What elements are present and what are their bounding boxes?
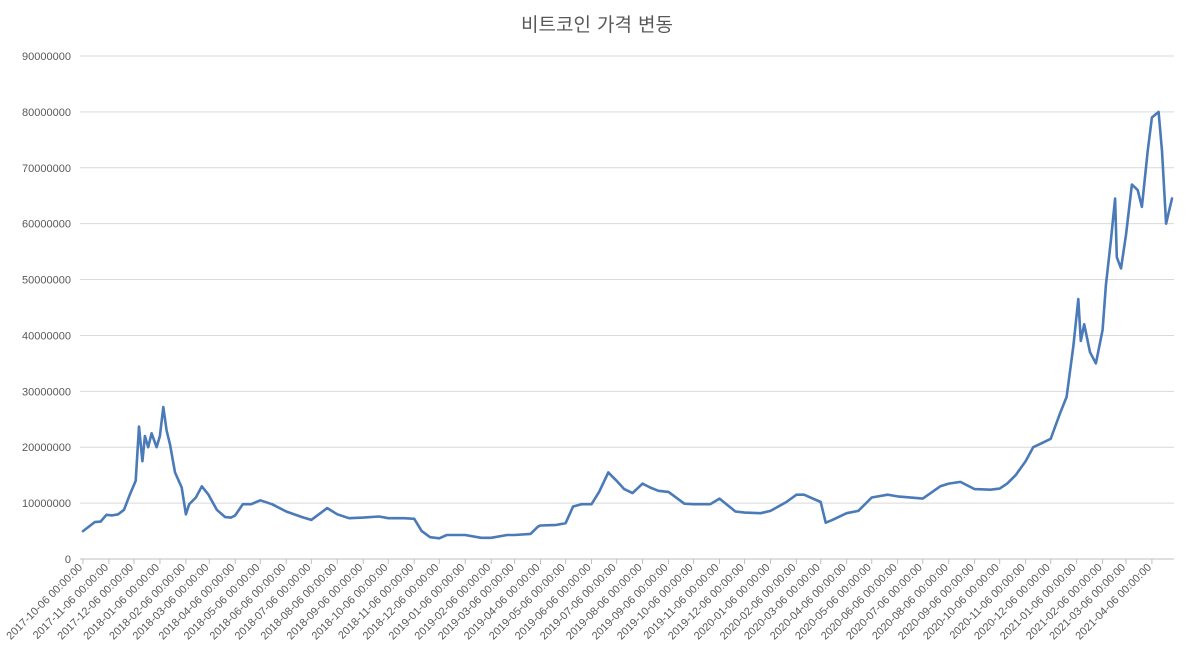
y-tick-label: 70000000 (22, 163, 71, 175)
gridlines (80, 55, 1174, 504)
y-tick-label: 60000000 (22, 219, 71, 231)
y-tick-label: 0 (65, 554, 71, 566)
price-series-line (81, 110, 1174, 540)
series-layer (81, 110, 1174, 540)
chart-title: 비트코인 가격 변동 (521, 14, 673, 36)
y-tick-label: 80000000 (22, 107, 71, 119)
y-tick-label: 10000000 (22, 498, 71, 510)
y-tick-label: 50000000 (22, 275, 71, 287)
y-axis-ticks: 0 10000000 20000000 30000000 40000000 5000000… (22, 51, 71, 566)
y-tick-label: 20000000 (22, 442, 71, 454)
y-tick-label: 30000000 (22, 386, 71, 398)
y-tick-label: 90000000 (22, 51, 71, 63)
y-tick-label: 40000000 (22, 330, 71, 342)
